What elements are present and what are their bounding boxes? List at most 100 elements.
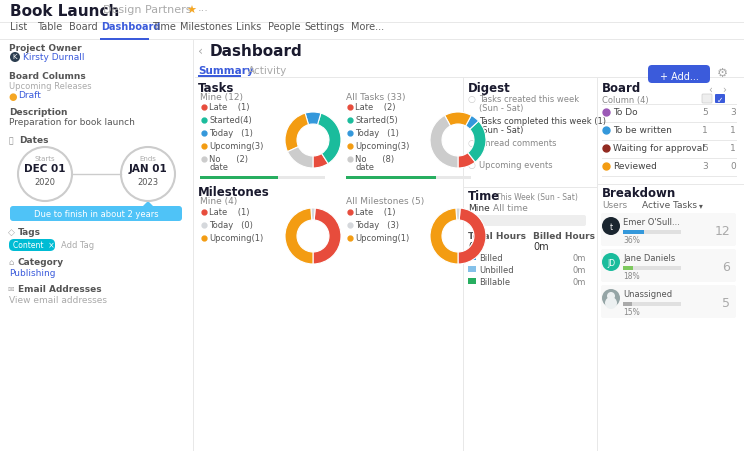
Wedge shape [468, 121, 486, 162]
Text: ★: ★ [186, 6, 196, 16]
Text: 0: 0 [731, 162, 736, 171]
Text: 5: 5 [722, 297, 730, 310]
Text: DEC 01: DEC 01 [25, 164, 65, 174]
Text: + Add...: + Add... [660, 72, 699, 82]
Text: Design Partners: Design Partners [103, 5, 191, 15]
Text: ›: › [722, 85, 726, 95]
Text: ●: ● [468, 117, 476, 126]
Text: Project Owner: Project Owner [9, 44, 82, 53]
Text: 36%: 36% [623, 236, 640, 245]
Text: 1: 1 [731, 144, 736, 153]
Bar [623, 230, 681, 234]
Text: Upcoming(1): Upcoming(1) [355, 234, 409, 243]
Text: Add Tag: Add Tag [61, 241, 94, 250]
Text: Billed: Billed [479, 254, 503, 263]
FancyBboxPatch shape [601, 249, 736, 282]
Wedge shape [285, 208, 313, 264]
Text: Summary: Summary [198, 66, 254, 76]
Bar [346, 176, 436, 179]
Text: ✉: ✉ [8, 285, 14, 294]
Wedge shape [430, 115, 458, 168]
Bar [0, 0, 744, 22]
Text: Book Launch: Book Launch [10, 4, 119, 19]
Polygon shape [143, 201, 153, 206]
FancyBboxPatch shape [10, 206, 182, 221]
Bar [468, 278, 476, 284]
Bar [597, 77, 598, 451]
Text: 5: 5 [702, 144, 708, 153]
Text: Time: Time [468, 190, 500, 203]
Text: Tags: Tags [18, 228, 41, 237]
Text: No      (8): No (8) [355, 155, 394, 164]
Bar [198, 75, 241, 77]
Text: Category: Category [18, 258, 64, 267]
Text: 15%: 15% [623, 308, 640, 317]
Text: Upcoming Releases: Upcoming Releases [9, 82, 92, 91]
Text: Links: Links [236, 22, 261, 32]
Text: Milestones: Milestones [179, 22, 232, 32]
Text: 6: 6 [722, 261, 730, 274]
Text: Unassigned: Unassigned [623, 290, 672, 299]
Text: Upcoming(3): Upcoming(3) [209, 142, 263, 151]
Text: ○: ○ [468, 139, 476, 148]
Bar [597, 184, 744, 185]
Text: Late    (2): Late (2) [355, 103, 396, 112]
Text: Today   (1): Today (1) [355, 129, 399, 138]
Text: Tasks completed this week (1): Tasks completed this week (1) [479, 117, 606, 126]
Text: Settings: Settings [304, 22, 344, 32]
Text: date: date [355, 163, 374, 172]
Text: Billed Hours: Billed Hours [533, 232, 595, 241]
Circle shape [10, 52, 20, 62]
Text: All time: All time [493, 204, 528, 213]
Wedge shape [318, 113, 341, 164]
Text: Tasks created this week: Tasks created this week [479, 95, 579, 104]
Bar [623, 230, 644, 234]
Text: Table: Table [37, 22, 62, 32]
Text: 0m: 0m [573, 266, 586, 275]
Text: Waiting for approval: Waiting for approval [613, 144, 705, 153]
Text: Description: Description [9, 108, 68, 117]
Text: Upcoming(1): Upcoming(1) [209, 234, 263, 243]
Text: JAN 01: JAN 01 [129, 164, 167, 174]
Text: 0m: 0m [573, 278, 586, 287]
Text: This Week (Sun - Sat): This Week (Sun - Sat) [496, 193, 578, 202]
Text: Preparation for book launch: Preparation for book launch [9, 118, 135, 127]
Bar [623, 302, 632, 306]
Wedge shape [311, 208, 315, 220]
Text: More...: More... [351, 22, 384, 32]
Wedge shape [456, 208, 460, 220]
Circle shape [602, 289, 620, 307]
Text: 5: 5 [702, 108, 708, 117]
Text: ⬛: ⬛ [9, 136, 13, 145]
Text: Column (4): Column (4) [602, 96, 649, 105]
Text: Mine (12): Mine (12) [200, 93, 243, 102]
Bar [602, 122, 737, 123]
Text: ▾: ▾ [699, 201, 703, 210]
Text: 12: 12 [714, 225, 730, 238]
Wedge shape [305, 112, 321, 124]
Text: Started(4): Started(4) [209, 116, 251, 125]
Bar [195, 77, 744, 78]
Text: To be written: To be written [613, 126, 672, 135]
Text: Mine (4): Mine (4) [200, 197, 237, 206]
Text: ✓: ✓ [717, 96, 723, 105]
Text: All Milestones (5): All Milestones (5) [346, 197, 424, 206]
Circle shape [607, 292, 615, 300]
Text: Dates: Dates [19, 136, 48, 145]
Bar [463, 77, 464, 451]
FancyBboxPatch shape [601, 285, 736, 318]
Text: No      (2): No (2) [209, 155, 248, 164]
Text: Activity: Activity [248, 66, 287, 76]
Text: Upcoming(3): Upcoming(3) [355, 142, 409, 151]
Wedge shape [287, 147, 313, 168]
Text: Dashboard: Dashboard [210, 44, 303, 59]
Text: Mine: Mine [468, 204, 490, 213]
Text: K: K [13, 54, 17, 60]
Wedge shape [458, 208, 486, 264]
Bar [346, 176, 471, 179]
Text: Content  ×: Content × [13, 241, 54, 250]
Text: 2023: 2023 [138, 178, 158, 187]
Text: Unread comments: Unread comments [479, 139, 557, 148]
Text: Today   (0): Today (0) [209, 221, 253, 230]
Bar [193, 40, 194, 451]
